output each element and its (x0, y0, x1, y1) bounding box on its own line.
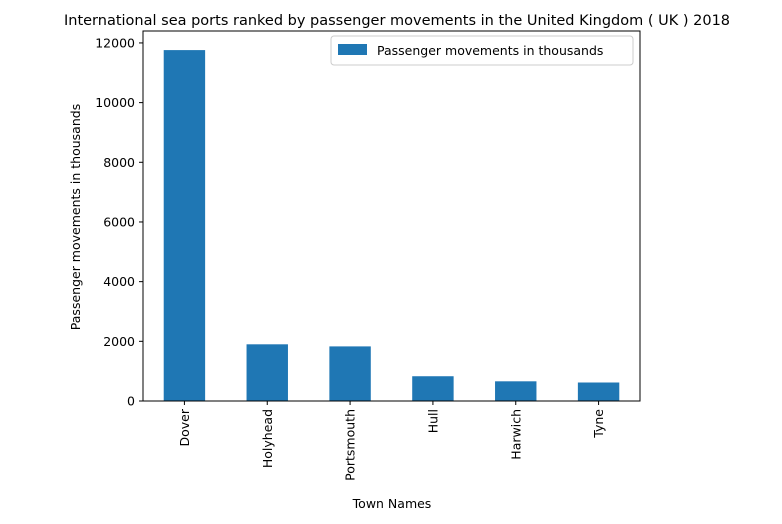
legend: Passenger movements in thousands (330, 35, 634, 66)
x-tick-label: Dover (177, 408, 192, 446)
x-tick-label: Tyne (591, 409, 606, 439)
x-tick-label: Holyhead (260, 409, 275, 468)
y-tick-label: 8000 (103, 155, 135, 170)
bar-portsmouth (329, 346, 371, 401)
plot-area (142, 30, 641, 402)
legend-label: Passenger movements in thousands (377, 43, 603, 58)
bar-holyhead (246, 344, 288, 401)
x-tick-label: Hull (425, 409, 440, 433)
x-tick-label: Harwich (508, 409, 523, 460)
legend-swatch (338, 44, 367, 55)
x-axis-label: Town Names (352, 496, 432, 511)
y-tick-label: 4000 (103, 274, 135, 289)
bar-harwich (495, 381, 537, 401)
chart-title: International sea ports ranked by passen… (64, 13, 730, 29)
bar-tyne (577, 382, 620, 401)
y-tick-label: 0 (127, 394, 135, 409)
legend-frame (330, 35, 634, 66)
y-axis: 0 2000 4000 6000 8000 10000 12000 (95, 35, 143, 409)
plot-frame (142, 30, 641, 402)
y-tick-label: 10000 (95, 95, 135, 110)
bar-hull (412, 376, 454, 401)
y-tick-label: 12000 (95, 35, 135, 50)
y-tick-label: 2000 (103, 334, 135, 349)
y-axis-label: Passenger movements in thousands (68, 104, 83, 330)
bar-dover (163, 50, 206, 402)
x-tick-label: Portsmouth (343, 409, 358, 481)
y-tick-label: 6000 (103, 214, 135, 229)
x-axis: Dover Holyhead Portsmouth Hull Harwich Tyne (177, 401, 606, 481)
